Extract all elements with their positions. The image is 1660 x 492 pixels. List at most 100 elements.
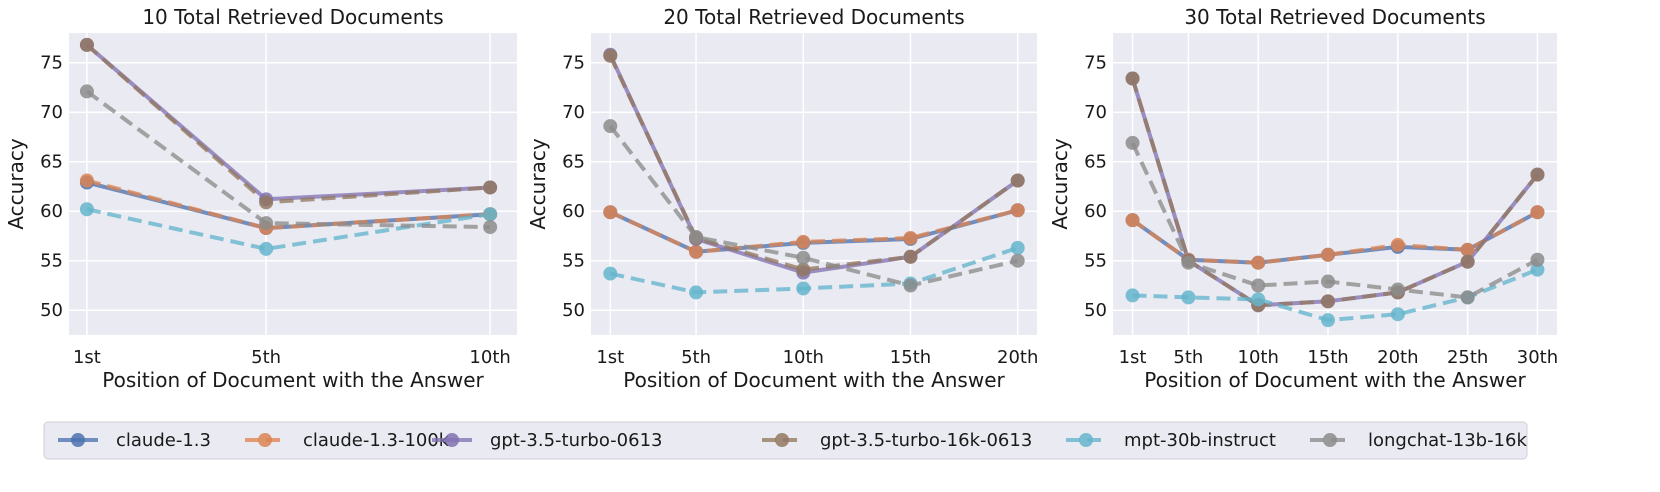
chart-panel-2: 50 55 60 65 70 75 1st 5th 10th 15th 20th 20 Total R… <box>526 5 1038 392</box>
data-point <box>1181 255 1196 270</box>
data-point <box>259 195 274 210</box>
y-tick-label: 55 <box>40 251 63 272</box>
x-tick-label: 10th <box>469 347 510 368</box>
data-point <box>79 202 94 217</box>
data-point <box>603 266 618 281</box>
y-tick-label: 65 <box>1084 152 1107 173</box>
x-tick-label: 30th <box>1517 347 1558 368</box>
chart-title: 20 Total Retrieved Documents <box>663 5 964 29</box>
data-point <box>796 234 811 249</box>
x-tick-label: 15th <box>1307 347 1348 368</box>
y-tick-label: 65 <box>562 152 585 173</box>
data-point <box>483 207 498 222</box>
data-point <box>903 230 918 245</box>
data-point <box>689 244 704 259</box>
x-tick-label: 25th <box>1447 347 1488 368</box>
legend-swatch-marker <box>71 433 85 447</box>
y-tick-label: 70 <box>40 102 63 123</box>
y-tick-label: 75 <box>562 53 585 74</box>
x-axis-label: Position of Document with the Answer <box>1144 368 1526 392</box>
legend: claude-1.3 claude-1.3-100k gpt-3.5-turbo-0… <box>43 421 1528 460</box>
x-tick-label: 1st <box>596 347 624 368</box>
data-point <box>796 262 811 277</box>
y-tick-label: 70 <box>1084 102 1107 123</box>
x-tick-label: 20th <box>1377 347 1418 368</box>
x-tick-label: 10th <box>783 347 824 368</box>
y-tick-label: 50 <box>562 300 585 321</box>
series-line-longchat-13b-16k <box>608 124 1019 288</box>
data-point <box>1181 290 1196 305</box>
x-axis-label: Position of Document with the Answer <box>102 368 484 392</box>
data-point <box>1530 205 1545 220</box>
chart-panel-1: 50 55 60 65 70 75 1st 5th 10th 10 Total Retrieved… <box>4 5 517 392</box>
legend-label: claude-1.3-100k <box>303 430 450 451</box>
legend-swatch-marker <box>258 433 272 447</box>
data-point <box>259 216 274 231</box>
data-point <box>1321 313 1336 328</box>
x-tick-label: 5th <box>1173 347 1203 368</box>
data-point <box>1251 278 1266 293</box>
legend-label: longchat-13b-16k <box>1368 430 1527 451</box>
legend-swatch-marker <box>445 433 459 447</box>
data-point <box>1390 307 1405 322</box>
x-tick-label: 5th <box>681 347 711 368</box>
x-tick-label: 1st <box>1119 347 1147 368</box>
chart-title: 30 Total Retrieved Documents <box>1184 5 1485 29</box>
y-tick-label: 60 <box>1084 201 1107 222</box>
data-point <box>689 285 704 300</box>
data-point <box>796 250 811 265</box>
data-point <box>483 180 498 195</box>
x-axis-label: Position of Document with the Answer <box>623 368 1005 392</box>
plot-area <box>1113 33 1557 335</box>
series-line-gpt-3.5-turbo-16k-0613 <box>608 54 1019 272</box>
x-tick-label: 5th <box>251 347 281 368</box>
legend-label: mpt-30b-instruct <box>1124 430 1276 451</box>
data-point <box>1125 71 1140 86</box>
data-point <box>1390 282 1405 297</box>
data-point <box>1460 242 1475 257</box>
y-axis-label: Accuracy <box>4 138 28 229</box>
data-point <box>1010 253 1025 268</box>
data-point <box>79 37 94 52</box>
legend-swatch-marker <box>775 433 789 447</box>
data-point <box>1251 292 1266 307</box>
data-point <box>603 119 618 134</box>
y-tick-label: 60 <box>562 201 585 222</box>
legend-label: claude-1.3 <box>116 430 211 451</box>
data-point <box>79 84 94 99</box>
y-tick-label: 70 <box>562 102 585 123</box>
y-tick-label: 60 <box>40 201 63 222</box>
legend-swatch-marker <box>1323 433 1337 447</box>
legend-label: gpt-3.5-turbo-0613 <box>490 430 662 451</box>
x-tick-label: 10th <box>1238 347 1279 368</box>
data-point <box>689 229 704 244</box>
y-tick-label: 75 <box>1084 53 1107 74</box>
y-tick-label: 50 <box>40 300 63 321</box>
data-point <box>1010 203 1025 218</box>
data-point <box>1125 213 1140 228</box>
legend-swatch-marker <box>1079 433 1093 447</box>
plot-area <box>69 33 517 335</box>
data-point <box>1010 240 1025 255</box>
legend-label: gpt-3.5-turbo-16k-0613 <box>820 430 1032 451</box>
data-point <box>1125 135 1140 150</box>
data-point <box>1321 294 1336 309</box>
data-point <box>1251 255 1266 270</box>
chart-title: 10 Total Retrieved Documents <box>142 5 443 29</box>
x-tick-label: 15th <box>890 347 931 368</box>
plot-area <box>591 33 1037 335</box>
data-point <box>1460 254 1475 269</box>
data-point <box>1010 173 1025 188</box>
data-point <box>1460 290 1475 305</box>
y-tick-label: 50 <box>1084 300 1107 321</box>
data-point <box>1125 288 1140 303</box>
y-tick-label: 75 <box>40 53 63 74</box>
data-point <box>1530 167 1545 182</box>
data-point <box>483 220 498 235</box>
chart-panel-3: 50 55 60 65 70 75 1st 5th 10th 15th 20th 25th 30th 30… <box>1048 5 1558 392</box>
y-axis-label: Accuracy <box>1048 138 1072 229</box>
y-tick-label: 65 <box>40 152 63 173</box>
data-point <box>603 48 618 63</box>
x-tick-label: 1st <box>73 347 101 368</box>
